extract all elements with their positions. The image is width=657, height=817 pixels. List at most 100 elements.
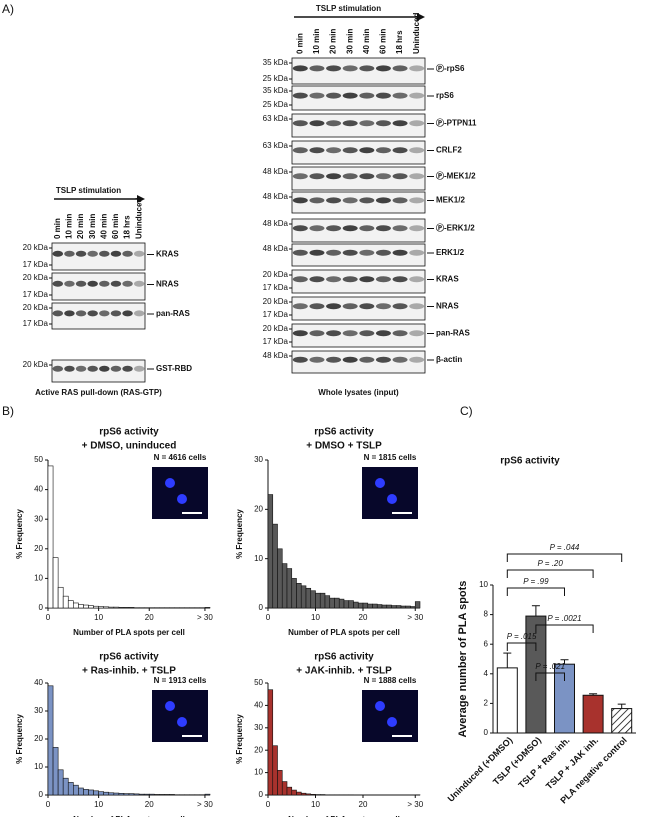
bar <box>291 578 297 609</box>
band <box>375 276 391 283</box>
band <box>122 310 133 317</box>
bar <box>62 595 69 609</box>
arrow-head <box>137 195 145 203</box>
bar <box>78 787 84 796</box>
band <box>309 173 325 180</box>
band <box>359 173 375 180</box>
band <box>292 92 308 99</box>
bar <box>372 603 378 609</box>
band <box>409 173 425 180</box>
blot-strip <box>291 113 426 138</box>
bar <box>154 794 160 796</box>
blot-caption: Active RAS pull-down (RAS-GTP) <box>35 388 162 397</box>
p-value: P = .99 <box>523 577 549 586</box>
band <box>359 197 375 204</box>
band <box>409 120 425 127</box>
bar <box>62 777 69 796</box>
lane-label: 10 min <box>65 214 74 239</box>
kda-marker: 48 kDa <box>263 351 289 360</box>
bar <box>98 791 104 796</box>
y-tick-label: 30 <box>34 706 43 715</box>
blot-strip <box>291 350 426 374</box>
lane-label: 18 hrs <box>123 215 132 239</box>
band <box>292 173 308 180</box>
blot-strip <box>51 302 146 330</box>
x-tick-label: > 30 <box>407 613 423 622</box>
bar <box>272 523 278 609</box>
y-tick-label: 40 <box>34 485 43 494</box>
y-tick-label: 30 <box>254 723 263 732</box>
cell <box>387 494 397 504</box>
lane-label: 40 min <box>362 29 371 54</box>
chart-title: rpS6 activity <box>99 427 159 438</box>
p-value: P = .0021 <box>547 614 581 623</box>
bar <box>296 583 302 609</box>
bar <box>582 694 604 734</box>
blot-strip <box>291 269 426 294</box>
bar <box>73 602 79 609</box>
band <box>359 276 375 283</box>
sample-size: N = 1888 cells <box>364 676 417 685</box>
y-axis-label: % Frequency <box>235 509 244 559</box>
bar <box>391 605 397 609</box>
x-tick-label: 10 <box>94 613 103 622</box>
band <box>375 120 391 127</box>
x-tick-label: 0 <box>266 800 271 809</box>
cell <box>387 717 397 727</box>
bar <box>291 789 297 796</box>
band <box>375 225 391 232</box>
band <box>392 65 408 72</box>
bar <box>554 663 575 734</box>
bar <box>169 794 175 796</box>
protein-label: β-actin <box>436 355 462 364</box>
bar <box>103 791 110 796</box>
band <box>309 120 325 127</box>
protein-label: KRAS <box>436 275 459 284</box>
chart-title: + DMSO + TSLP <box>306 441 382 452</box>
band <box>359 147 375 154</box>
bar <box>376 604 383 609</box>
band <box>409 225 425 232</box>
bar <box>296 791 302 796</box>
bar <box>310 794 316 796</box>
chart-title: + Ras-inhib. + TSLP <box>82 666 176 677</box>
band <box>292 276 308 283</box>
band <box>342 276 358 283</box>
bar <box>353 601 359 609</box>
kda-marker: 20 kDa <box>23 243 49 252</box>
protein-label: NRAS <box>156 280 179 289</box>
bar <box>305 587 312 609</box>
x-axis-label: Number of PLA spots per cell <box>73 815 185 817</box>
y-tick-label: 30 <box>34 514 43 523</box>
protein-label: KRAS <box>156 250 179 259</box>
x-axis-label: Number of PLA spots per cell <box>73 628 185 637</box>
bar <box>329 597 335 609</box>
protein-label: CRLF2 <box>436 146 462 155</box>
arrow-head <box>417 13 425 21</box>
band <box>392 356 408 363</box>
band <box>392 249 408 256</box>
band <box>309 65 325 72</box>
band <box>292 249 308 256</box>
y-tick-label: 0 <box>259 603 264 612</box>
p-value: P = .015 <box>507 632 537 641</box>
bar <box>286 786 293 796</box>
band <box>392 303 408 310</box>
band <box>326 276 342 283</box>
band <box>392 147 408 154</box>
kda-marker: 25 kDa <box>263 100 289 109</box>
band <box>110 310 122 317</box>
kda-marker: 20 kDa <box>263 270 289 279</box>
x-tick-label: > 30 <box>407 800 423 809</box>
x-tick-label: 0 <box>266 613 271 622</box>
band <box>392 197 408 204</box>
lane-label: 20 min <box>329 29 338 54</box>
bar <box>343 600 350 609</box>
cell <box>375 478 385 488</box>
kda-marker: 17 kDa <box>23 260 49 269</box>
y-axis-label: Average number of PLA spots <box>457 581 469 738</box>
protein-label: rpS6 <box>436 91 454 100</box>
bar <box>138 793 145 796</box>
bar <box>67 782 74 796</box>
